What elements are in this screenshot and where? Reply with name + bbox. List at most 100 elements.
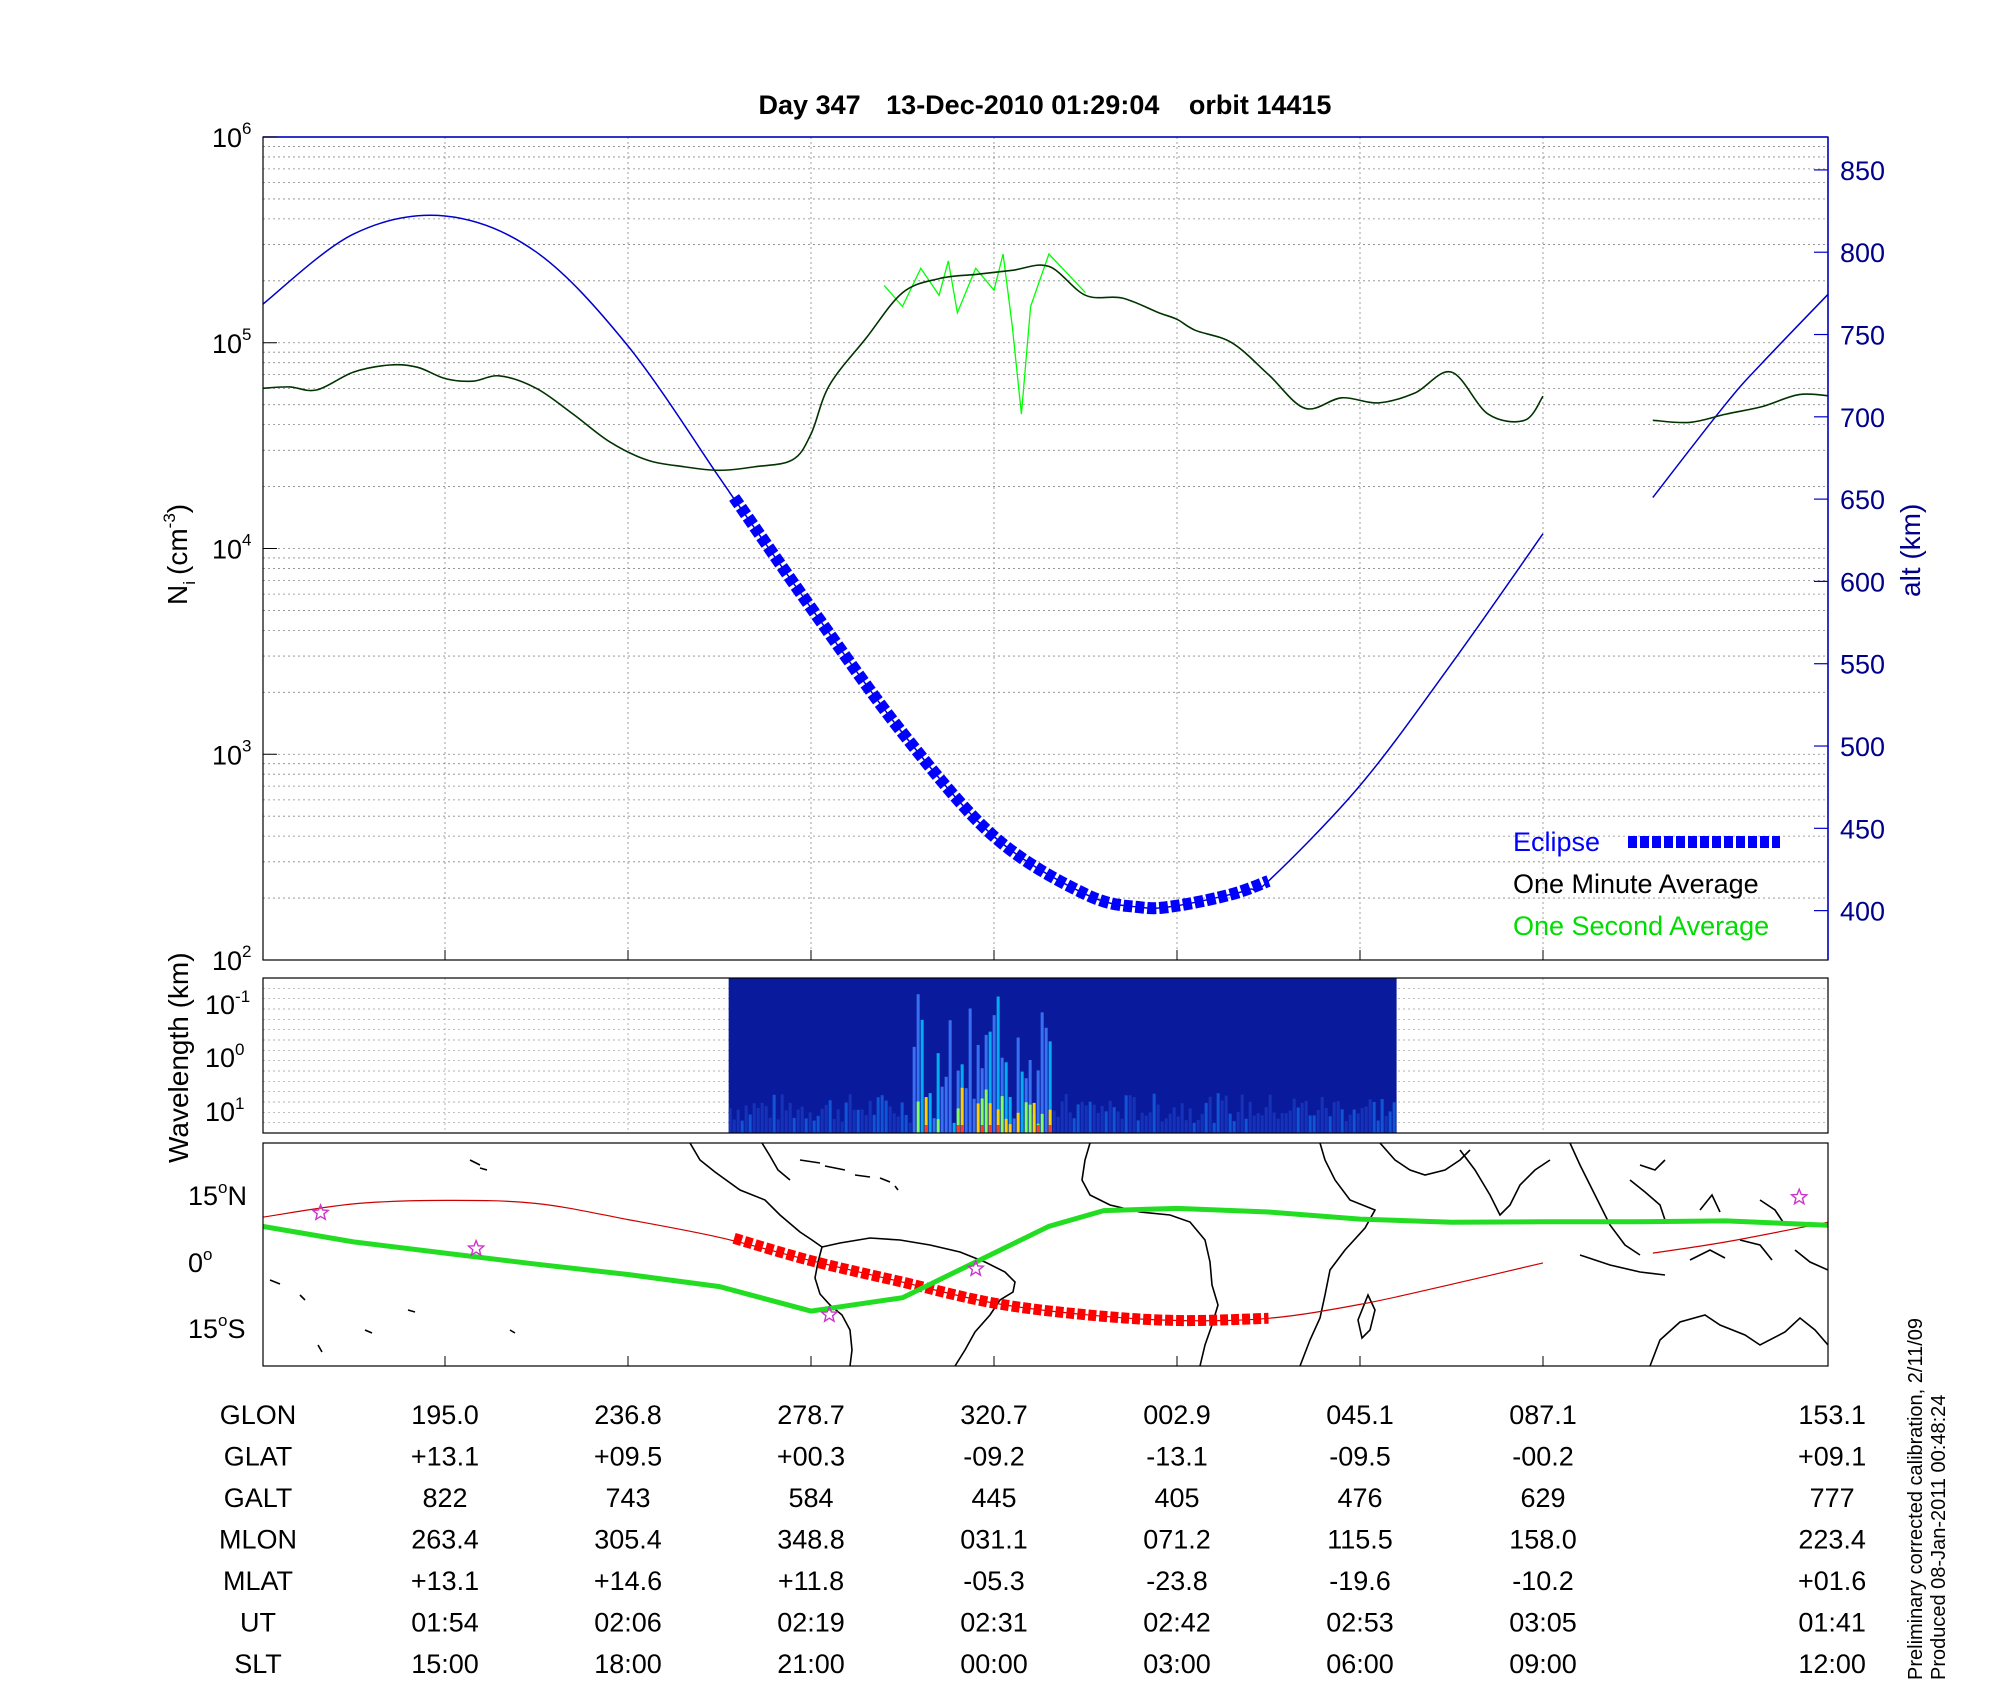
spectrogram-column — [1288, 1110, 1292, 1133]
table-cell: 629 — [1520, 1483, 1565, 1513]
table-cell: +14.6 — [594, 1566, 662, 1596]
table-cell: 071.2 — [1143, 1525, 1211, 1555]
spectrogram-column — [1224, 1095, 1228, 1133]
table-cell: +09.5 — [594, 1442, 662, 1472]
table-cell: 09:00 — [1509, 1649, 1577, 1679]
coastline-caribbean-islands — [799, 1159, 899, 1191]
coastline-south-america-west — [814, 1246, 853, 1366]
spectrogram-column — [896, 1116, 900, 1133]
spectrogram-column — [748, 1114, 752, 1133]
table-cell: -09.2 — [963, 1442, 1025, 1472]
eclipse-track-line — [732, 1233, 1269, 1327]
table-cell: 03:00 — [1143, 1649, 1211, 1679]
table-cell: -23.8 — [1146, 1566, 1208, 1596]
table-cell: 02:42 — [1143, 1608, 1211, 1638]
spectrogram-column — [848, 1094, 852, 1133]
spectrogram-column — [888, 1106, 892, 1133]
spectrogram-column — [1332, 1102, 1336, 1133]
table-cell: 476 — [1337, 1483, 1382, 1513]
spectrogram-column — [796, 1109, 800, 1133]
spectrogram-column — [764, 1106, 768, 1133]
table-cell: 18:00 — [594, 1649, 662, 1679]
altitude-line-after-gap — [1652, 293, 1828, 498]
table-cell: 031.1 — [960, 1525, 1028, 1555]
spectrogram-column — [836, 1109, 840, 1133]
spectrogram-column — [1276, 1118, 1280, 1133]
spectrogram-column-peak — [996, 1125, 1000, 1133]
table-cell: +11.8 — [778, 1566, 844, 1596]
table-cell: 01:41 — [1798, 1608, 1866, 1638]
table-cell: 445 — [971, 1483, 1016, 1513]
legend: Eclipse One Minute Average One Second Av… — [1513, 827, 1780, 941]
spectrogram-column — [1208, 1096, 1212, 1133]
spectrogram-column-hot — [1016, 1112, 1020, 1133]
table-cell: 02:19 — [777, 1608, 845, 1638]
right-axis-tick-label: 850 — [1840, 156, 1885, 186]
spectrogram-column — [1292, 1098, 1296, 1133]
spectrogram-column-hot — [916, 1101, 920, 1133]
spectrogram-column — [1124, 1095, 1128, 1133]
spectrogram-column — [1156, 1104, 1160, 1133]
spectrogram-column — [788, 1102, 792, 1133]
one-minute-average-line — [263, 264, 1544, 472]
spectrogram-column — [916, 994, 920, 1133]
spectrogram-column — [1144, 1115, 1148, 1133]
spectrogram-column — [1012, 1118, 1016, 1133]
map-y-ticks: 15oN 0o 15oS — [188, 1178, 1544, 1366]
spectrogram-column — [988, 1031, 992, 1133]
spectrogram-column — [1392, 1102, 1396, 1133]
spectrogram-column — [904, 1114, 908, 1133]
spectrogram-column — [1216, 1093, 1220, 1133]
table-cell: 822 — [422, 1483, 467, 1513]
spectrogram-column — [1352, 1109, 1356, 1133]
spectrogram-column — [900, 1102, 904, 1133]
spectrogram-column — [952, 1122, 956, 1133]
table-cell: -10.2 — [1512, 1566, 1574, 1596]
spectrogram-column-hot — [1004, 1118, 1008, 1133]
spectrogram-column — [1204, 1102, 1208, 1133]
spectrogram-column — [868, 1100, 872, 1133]
table-cell: 405 — [1154, 1483, 1199, 1513]
eclipse-line — [729, 494, 1271, 915]
table-cell: 236.8 — [594, 1400, 662, 1430]
spectrogram-column-hot — [988, 1103, 992, 1133]
spectrogram-column — [1356, 1113, 1360, 1133]
spectrogram-column-peak — [956, 1125, 960, 1133]
star-marker — [1789, 1187, 1809, 1206]
spectrogram-column — [1364, 1106, 1368, 1133]
spectrogram-column — [1128, 1095, 1132, 1133]
coastline-india — [1459, 1149, 1551, 1217]
spectrogram-column — [792, 1117, 796, 1133]
table-cell: +00.3 — [777, 1442, 845, 1472]
spectrogram-column-hot — [996, 1109, 1000, 1133]
magnetic-equator-line — [263, 1205, 1828, 1314]
title-orbit: orbit 14415 — [1189, 90, 1332, 120]
title-day: Day 347 — [759, 90, 861, 120]
spectrogram-column — [1188, 1108, 1192, 1133]
spectrogram-column — [1284, 1113, 1288, 1133]
spectrogram-column — [956, 1070, 960, 1133]
table-cell: 584 — [788, 1483, 833, 1513]
spectrogram-column — [1080, 1101, 1084, 1133]
spectrogram-column — [1232, 1121, 1236, 1133]
table-cell: 002.9 — [1143, 1400, 1211, 1430]
spectrogram-column — [1240, 1094, 1244, 1133]
right-axis-tick-label: 700 — [1840, 403, 1885, 433]
spectrogram-column-hot — [924, 1097, 928, 1133]
left-axis-ticks: 102 103 104 105 106 — [212, 119, 1544, 976]
spectrogram-column — [828, 1100, 832, 1133]
spectrogram-column — [876, 1097, 880, 1133]
spectrogram-column — [936, 1053, 940, 1133]
spectrogram-column — [1036, 1070, 1040, 1133]
one-minute-average-line-after-gap — [1652, 393, 1828, 424]
table-cell: 21:00 — [777, 1649, 845, 1679]
spectrogram-column — [912, 1046, 916, 1133]
spectrogram-column — [1316, 1110, 1320, 1133]
table-cell: 00:00 — [960, 1649, 1028, 1679]
spectrogram-column — [1164, 1118, 1168, 1133]
spectrogram-column — [1048, 1041, 1052, 1133]
left-axis-tick-label: 104 — [212, 531, 252, 565]
spectrogram-tick-label: 100 — [205, 1040, 245, 1073]
spectrogram-column — [864, 1115, 868, 1133]
spectrogram-column — [856, 1109, 860, 1133]
